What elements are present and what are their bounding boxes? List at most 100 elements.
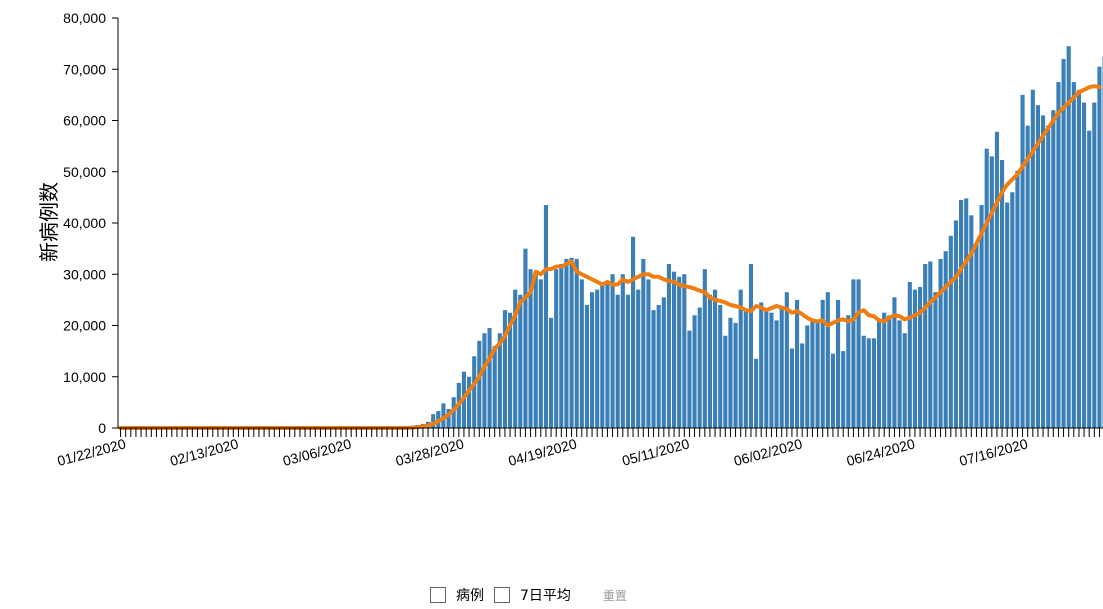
- average-checkbox[interactable]: [494, 587, 510, 603]
- y-tick-label: 20,000: [63, 318, 106, 334]
- bar: [1066, 46, 1071, 428]
- bar: [795, 299, 800, 429]
- bar: [856, 279, 861, 429]
- bar: [707, 294, 713, 428]
- bar: [912, 289, 918, 429]
- bar: [974, 243, 979, 428]
- bar: [477, 340, 482, 429]
- bar: [672, 271, 677, 428]
- bar: [487, 328, 492, 428]
- bar: [646, 279, 651, 429]
- bar: [661, 297, 666, 428]
- bar: [877, 320, 882, 429]
- bar: [1020, 94, 1025, 429]
- bar: [846, 315, 851, 428]
- bar: [836, 299, 841, 429]
- bar: [789, 348, 795, 428]
- bar: [508, 312, 513, 428]
- legend: 病例 7日平均 重置: [430, 585, 627, 605]
- bar: [887, 315, 892, 428]
- bar: [738, 289, 743, 429]
- bars-series: [405, 46, 1103, 429]
- legend-item-average[interactable]: 7日平均: [494, 585, 571, 605]
- x-tick-label: 02/13/2020: [168, 435, 240, 469]
- bar: [1025, 125, 1030, 429]
- bar: [825, 292, 830, 428]
- bar: [866, 338, 871, 428]
- legend-item-cases[interactable]: 病例: [430, 585, 484, 605]
- bar: [933, 292, 938, 428]
- bar: [943, 251, 948, 428]
- cases-checkbox[interactable]: [430, 587, 446, 603]
- y-axis-label: 新病例数: [37, 182, 61, 262]
- bar: [1015, 170, 1020, 429]
- bar: [697, 307, 702, 428]
- bar: [636, 289, 641, 429]
- bar: [625, 294, 631, 428]
- bar: [441, 403, 446, 428]
- x-tick-label: 03/28/2020: [394, 435, 466, 469]
- y-tick-label: 60,000: [63, 113, 106, 129]
- bar: [959, 199, 964, 428]
- bar: [1035, 105, 1041, 429]
- bar: [764, 310, 769, 429]
- bar: [677, 276, 682, 428]
- chart: 01/22/2020 02/13/2020 03/06/2020 03/28/2020…: [37, 10, 1103, 469]
- bar: [574, 258, 579, 429]
- bar: [549, 317, 554, 428]
- bar: [502, 310, 508, 429]
- bar: [723, 335, 728, 428]
- bar: [702, 269, 707, 429]
- y-tick-label: 10,000: [63, 369, 106, 385]
- bar: [482, 333, 487, 428]
- x-tick-label: 06/02/2020: [732, 435, 804, 469]
- bar: [692, 315, 697, 428]
- bar: [800, 343, 805, 428]
- bar: [820, 299, 825, 429]
- bar: [748, 264, 754, 428]
- y-axis: 0 10,000 20,000 30,000 40,000 50,000 60,000 70,…: [63, 10, 119, 436]
- bar: [641, 258, 646, 429]
- bar: [1030, 89, 1035, 428]
- bar: [1010, 192, 1015, 428]
- bar: [851, 279, 856, 429]
- bar: [656, 305, 661, 428]
- bar: [815, 322, 820, 428]
- bar: [892, 297, 897, 428]
- y-tick-label: 30,000: [63, 266, 106, 282]
- x-tick-label: 01/22/2020: [56, 435, 128, 469]
- bar: [631, 236, 636, 428]
- bar: [1076, 89, 1082, 428]
- bar: [687, 330, 692, 429]
- bar: [1061, 59, 1066, 428]
- bar: [528, 269, 533, 429]
- bar: [1097, 66, 1102, 428]
- bar: [774, 320, 779, 429]
- bar: [1041, 115, 1046, 429]
- bar: [584, 305, 590, 428]
- x-tick-label: 05/11/2020: [620, 435, 691, 468]
- bar: [841, 351, 846, 429]
- bar: [769, 312, 774, 428]
- bar: [830, 353, 836, 428]
- legend-cases-label: 病例: [456, 588, 484, 604]
- bar: [733, 322, 738, 428]
- bar: [948, 235, 953, 428]
- bar: [784, 292, 789, 428]
- bar: [718, 305, 723, 428]
- bar: [595, 289, 600, 429]
- bar: [1005, 202, 1010, 428]
- bar: [497, 333, 502, 428]
- bar: [743, 310, 748, 429]
- bar: [600, 284, 605, 428]
- reset-button[interactable]: 重置: [602, 588, 627, 603]
- bar: [1056, 82, 1061, 428]
- bar: [518, 294, 523, 428]
- bar: [713, 289, 718, 429]
- bar: [754, 358, 759, 428]
- bar: [523, 248, 528, 429]
- bar: [989, 156, 994, 429]
- bar: [1092, 102, 1097, 428]
- bar: [994, 131, 1000, 428]
- bar: [969, 215, 974, 428]
